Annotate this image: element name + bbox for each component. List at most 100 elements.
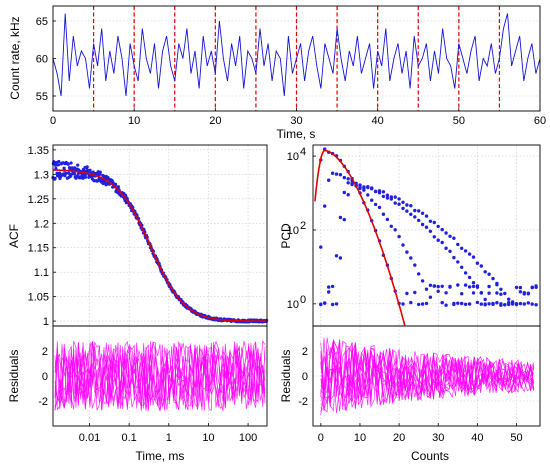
pcd-data-point — [428, 219, 433, 223]
pcd-data-point — [463, 302, 468, 306]
pcd-data-point — [338, 256, 343, 260]
pcd-data-point — [487, 272, 491, 276]
acf-residual-line — [54, 340, 266, 409]
pcd-data-point — [479, 291, 483, 295]
pcd-data-point — [432, 220, 436, 225]
acf-data-point — [116, 185, 120, 189]
count-rate-y-tick-label: 65 — [36, 16, 48, 28]
acf-fit-curve — [53, 169, 267, 322]
pcd-data-point — [389, 224, 393, 228]
pcd-data-point — [526, 291, 530, 295]
acf-data-point — [72, 172, 76, 176]
count-rate-y-tick-label: 55 — [36, 91, 48, 103]
count-rate-x-tick-label: 30 — [290, 115, 302, 127]
pcd-data-point — [420, 302, 425, 306]
acf-residuals-y-tick-label: -2 — [38, 396, 48, 408]
acf-y-tick-label: 1.2 — [34, 218, 49, 230]
pcd-data-point — [319, 245, 323, 249]
acf-data-point — [114, 182, 118, 186]
pcd-data-point — [460, 246, 464, 250]
acf-data-point — [54, 160, 58, 165]
count-rate-y-ticks: 55 60 65 — [36, 16, 56, 103]
acf-y-tick-label: 1.15 — [28, 243, 49, 255]
pcd-data-point — [334, 302, 339, 306]
pcd-data-point — [428, 229, 433, 233]
acf-y-tick-label: 1.35 — [28, 145, 49, 157]
pcd-x-tick-label: 0 — [318, 432, 324, 444]
pcd-data-point — [452, 255, 456, 260]
pcd-data-point — [510, 300, 515, 304]
acf-x-tick-label: 0.1 — [122, 432, 137, 444]
acf-data-point — [73, 166, 77, 170]
pcd-data-point — [448, 249, 452, 253]
pcd-residual-lines — [320, 337, 535, 416]
pcd-data-point — [405, 250, 409, 254]
pcd-data-point — [409, 256, 413, 260]
pcd-data-point — [483, 302, 487, 306]
pcd-data-point — [522, 292, 526, 296]
acf-x-tick-label: 0.01 — [79, 432, 100, 444]
pcd-data-point — [327, 285, 331, 289]
pcd-data-point — [436, 284, 440, 289]
pcd-data-point — [381, 194, 386, 199]
acf-data-point — [57, 159, 61, 164]
pcd-data-point — [471, 255, 476, 259]
pcd-data-point — [342, 217, 346, 222]
pcd-data-point — [452, 236, 456, 240]
pcd-fit-curves — [314, 149, 406, 326]
pcd-data-point — [366, 193, 370, 197]
pcd-residuals-panel: 20-2 0 10 20 30 40 50 Residuals Counts — [279, 325, 541, 463]
pcd-points — [319, 147, 538, 307]
pcd-data-point — [530, 285, 534, 290]
pcd-data-point — [370, 198, 374, 202]
count-rate-segment-markers — [92, 6, 501, 111]
pcd-data-point — [440, 227, 444, 232]
acf-data-point — [56, 163, 61, 167]
acf-x-ticks: 0.01 0.1 1 10 100 — [79, 423, 257, 444]
pcd-data-point — [518, 301, 523, 306]
acf-y-tick-label: 1.25 — [28, 194, 49, 206]
pcd-data-point — [405, 209, 409, 213]
pcd-data-point — [456, 283, 460, 287]
pcd-data-point — [507, 297, 511, 301]
pcd-data-point — [338, 215, 343, 220]
acf-y-tick-label: 1.3 — [34, 169, 49, 181]
acf-data-point — [95, 179, 99, 183]
acf-x-tick-label: 100 — [239, 432, 257, 444]
pcd-x-tick-label: 30 — [432, 432, 444, 444]
pcd-data-point — [385, 193, 390, 197]
pcd-data-point — [413, 290, 417, 295]
pcd-data-point — [444, 291, 448, 295]
count-rate-x-tick-label: 40 — [372, 115, 384, 127]
count-rate-panel: 0 10 20 30 40 50 60 55 60 65 Time, s Count rate,… — [8, 5, 546, 141]
pcd-data-point — [413, 215, 417, 219]
pcd-data-point — [471, 284, 476, 289]
pcd-x-ticks: 0 10 20 30 40 50 — [318, 423, 523, 444]
pcd-data-point — [401, 243, 405, 247]
pcd-y-tick-exponent: 4 — [300, 146, 306, 158]
pcd-xlabel: Counts — [411, 449, 449, 463]
pcd-data-point — [428, 295, 433, 299]
pcd-data-point — [475, 261, 480, 265]
acf-residuals-panel: 2 0 -2 0.01 0.1 1 10 100 Residuals Time, ms — [7, 325, 268, 463]
pcd-data-point — [491, 276, 495, 281]
pcd-data-point — [448, 284, 452, 289]
pcd-data-point — [514, 302, 519, 307]
acf-data-point — [98, 170, 102, 174]
acf-residual-line — [54, 340, 266, 411]
acf-data-point — [88, 168, 92, 172]
pcd-data-point — [417, 209, 421, 213]
pcd-data-point — [409, 300, 413, 305]
pcd-x-tick-label: 50 — [510, 432, 522, 444]
pcd-data-point — [334, 254, 339, 258]
pcd-data-point — [456, 301, 460, 305]
pcd-data-point — [475, 285, 480, 289]
pcd-data-point — [350, 182, 354, 187]
pcd-data-point — [362, 186, 366, 190]
pcd-data-point — [334, 172, 339, 176]
pcd-data-point — [420, 211, 425, 215]
count-rate-xlabel: Time, s — [277, 127, 316, 141]
pcd-data-point — [463, 283, 468, 287]
pcd-data-point — [428, 283, 433, 287]
